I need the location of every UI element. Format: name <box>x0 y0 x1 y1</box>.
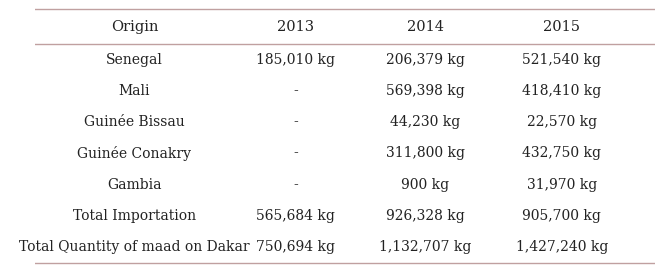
Text: 44,230 kg: 44,230 kg <box>390 115 461 129</box>
Text: 311,800 kg: 311,800 kg <box>386 147 465 160</box>
Text: 1,427,240 kg: 1,427,240 kg <box>516 240 608 254</box>
Text: 432,750 kg: 432,750 kg <box>522 147 601 160</box>
Text: 521,540 kg: 521,540 kg <box>522 53 601 67</box>
Text: 185,010 kg: 185,010 kg <box>256 53 335 67</box>
Text: -: - <box>293 84 298 98</box>
Text: -: - <box>293 178 298 192</box>
Text: -: - <box>293 115 298 129</box>
Text: 2015: 2015 <box>543 20 580 34</box>
Text: 900 kg: 900 kg <box>401 178 449 192</box>
Text: 22,570 kg: 22,570 kg <box>527 115 597 129</box>
Text: Total Quantity of maad on Dakar: Total Quantity of maad on Dakar <box>19 240 250 254</box>
Text: -: - <box>293 147 298 160</box>
Text: 418,410 kg: 418,410 kg <box>522 84 602 98</box>
Text: Senegal: Senegal <box>106 53 163 67</box>
Text: 206,379 kg: 206,379 kg <box>386 53 465 67</box>
Text: 569,398 kg: 569,398 kg <box>386 84 465 98</box>
Text: Guinée Conakry: Guinée Conakry <box>77 146 192 161</box>
Text: Origin: Origin <box>111 20 158 34</box>
Text: 1,132,707 kg: 1,132,707 kg <box>379 240 472 254</box>
Text: 31,970 kg: 31,970 kg <box>527 178 597 192</box>
Text: 750,694 kg: 750,694 kg <box>256 240 335 254</box>
Text: Gambia: Gambia <box>107 178 161 192</box>
Text: 565,684 kg: 565,684 kg <box>256 209 335 223</box>
Text: Total Importation: Total Importation <box>73 209 196 223</box>
Text: Guinée Bissau: Guinée Bissau <box>84 115 185 129</box>
Text: 905,700 kg: 905,700 kg <box>522 209 601 223</box>
Text: 926,328 kg: 926,328 kg <box>386 209 465 223</box>
Text: 2014: 2014 <box>407 20 444 34</box>
Text: 2013: 2013 <box>277 20 314 34</box>
Text: Mali: Mali <box>119 84 150 98</box>
